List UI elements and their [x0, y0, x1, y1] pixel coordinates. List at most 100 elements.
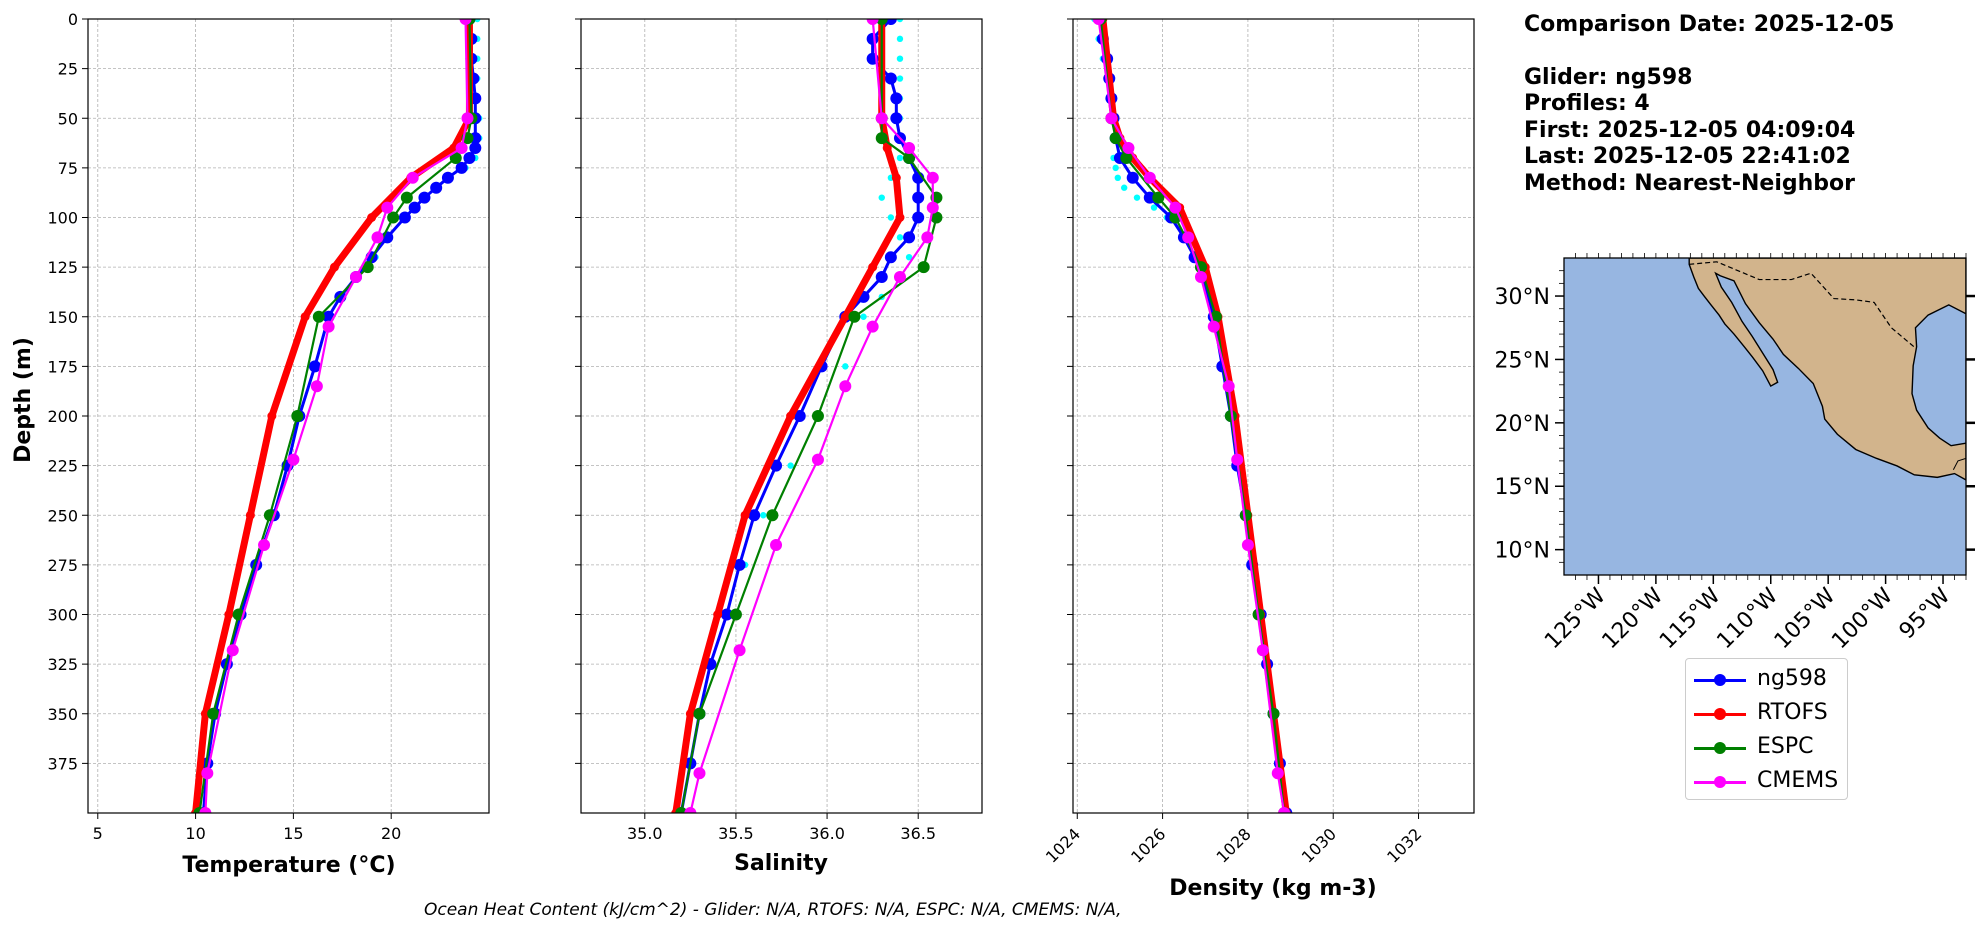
data-point-RTOFS [891, 173, 901, 183]
data-point-ng598 [308, 360, 321, 373]
series-line-CMEMS [1097, 19, 1286, 813]
data-point-ng598 [912, 211, 925, 224]
data-point-CMEMS [1241, 539, 1254, 552]
data-point-glider_raw [474, 19, 481, 23]
country-border [1952, 457, 1966, 470]
data-point-ng598 [884, 19, 897, 25]
data-point-ESPC [811, 410, 824, 422]
comparison-date: Comparison Date: 2025-12-05 [1524, 12, 1895, 37]
data-point-ng598 [408, 201, 421, 214]
data-point-RTOFS [367, 213, 377, 222]
data-point-CMEMS [1092, 19, 1105, 25]
data-point-ESPC [875, 132, 888, 145]
data-point-CMEMS [1105, 112, 1118, 125]
data-point-CMEMS [258, 539, 271, 552]
x-tick-label: 1026 [1127, 824, 1169, 866]
density-panel: 1024 1026 1028 1030 1032 [1042, 18, 1475, 867]
data-point-ng598 [903, 231, 916, 244]
data-point-glider_raw [896, 35, 904, 43]
x-tick-label: 35.0 [627, 824, 663, 843]
x-tick-label: 36.0 [809, 824, 845, 843]
last-time: Last: 2025-12-05 22:41:02 [1524, 144, 1851, 169]
data-point-CMEMS [1271, 767, 1284, 780]
lon-label: 110°W [1712, 583, 1783, 654]
data-point-ng598 [866, 32, 879, 45]
temperature-panel: 5 10 15 20025507510012515017520022525027530… [47, 10, 490, 843]
data-point-ESPC [312, 310, 325, 323]
map-content [1688, 258, 1966, 481]
lat-label: 25°N [1495, 348, 1550, 373]
data-point-glider_raw [1133, 194, 1141, 201]
data-point-ESPC [1152, 191, 1165, 204]
data-point-RTOFS [868, 262, 878, 272]
data-point-ng598 [469, 142, 482, 155]
legend-marker [1714, 708, 1726, 720]
data-point-CMEMS [839, 380, 852, 393]
data-point-CMEMS [733, 644, 746, 657]
lon-label: 100°W [1827, 583, 1898, 654]
legend-marker [1714, 742, 1726, 754]
data-point-glider_raw [896, 55, 904, 62]
data-point-RTOFS [300, 312, 310, 322]
data-point-glider_raw [760, 512, 767, 519]
data-point-CMEMS [921, 231, 934, 244]
profile-count: Profiles: 4 [1524, 91, 1650, 116]
data-point-ng598 [720, 608, 733, 621]
data-point-CMEMS [1143, 171, 1156, 184]
x-tick-label: 36.5 [900, 824, 936, 843]
data-point-RTOFS [267, 411, 277, 421]
data-point-CMEMS [226, 644, 239, 657]
data-point-glider_raw [1150, 204, 1158, 211]
data-point-ng598 [455, 161, 468, 174]
data-point-ESPC [207, 707, 220, 720]
data-point-ESPC [917, 261, 930, 274]
data-point-ESPC [675, 807, 688, 813]
data-point-RTOFS [840, 312, 850, 322]
data-point-glider_raw [896, 75, 904, 82]
data-point-RTOFS [713, 610, 723, 619]
data-point-ng598 [398, 211, 411, 224]
legend-item: ng598 [1686, 664, 1847, 694]
data-point-RTOFS [685, 709, 695, 719]
data-point-ESPC [848, 310, 861, 323]
data-point-CMEMS [903, 142, 916, 155]
series-group [1091, 19, 1293, 813]
y-tick-label: 150 [47, 308, 78, 327]
y-tick-label: 300 [47, 606, 78, 625]
data-point-RTOFS [200, 709, 210, 719]
y-tick-label: 375 [47, 754, 78, 773]
data-point-RTOFS [882, 143, 892, 153]
legend-label: ng598 [1757, 666, 1827, 691]
data-point-ng598 [1143, 191, 1156, 204]
y-tick-label: 250 [47, 506, 78, 525]
legend-item: ESPC [1686, 732, 1847, 762]
data-point-ng598 [875, 271, 888, 284]
legend: ng598 RTOFS ESPC CMEMS [1685, 658, 1848, 800]
mainland-land [1688, 258, 1966, 481]
first-time: First: 2025-12-05 04:09:04 [1524, 117, 1856, 143]
data-point-CMEMS [461, 112, 474, 125]
info-block: Comparison Date: 2025-12-05 Glider: ng59… [1524, 12, 1894, 197]
x-tick-label: 20 [381, 824, 401, 843]
data-point-CMEMS [866, 320, 879, 333]
data-point-CMEMS [866, 19, 879, 25]
data-point-glider_raw [878, 194, 885, 201]
data-point-CMEMS [926, 201, 939, 214]
data-point-CMEMS [1169, 201, 1182, 214]
data-point-CMEMS [455, 142, 468, 155]
legend-label: ESPC [1757, 734, 1814, 759]
data-point-CMEMS [1222, 380, 1235, 393]
data-point-ng598 [890, 92, 903, 105]
lon-label: 95°W [1895, 583, 1956, 644]
lat-label: 15°N [1495, 475, 1550, 500]
x-tick-label: 5 [93, 824, 103, 843]
y-tick-label: 75 [58, 159, 78, 178]
data-point-glider_raw [896, 19, 904, 23]
data-point-CMEMS [770, 539, 783, 552]
y-tick-label: 200 [47, 407, 78, 426]
data-point-CMEMS [693, 767, 706, 780]
data-point-ng598 [748, 509, 761, 522]
x-tick-label: 1030 [1298, 824, 1340, 866]
gulf-of-mexico [1911, 304, 1966, 447]
data-point-CMEMS [199, 807, 212, 813]
